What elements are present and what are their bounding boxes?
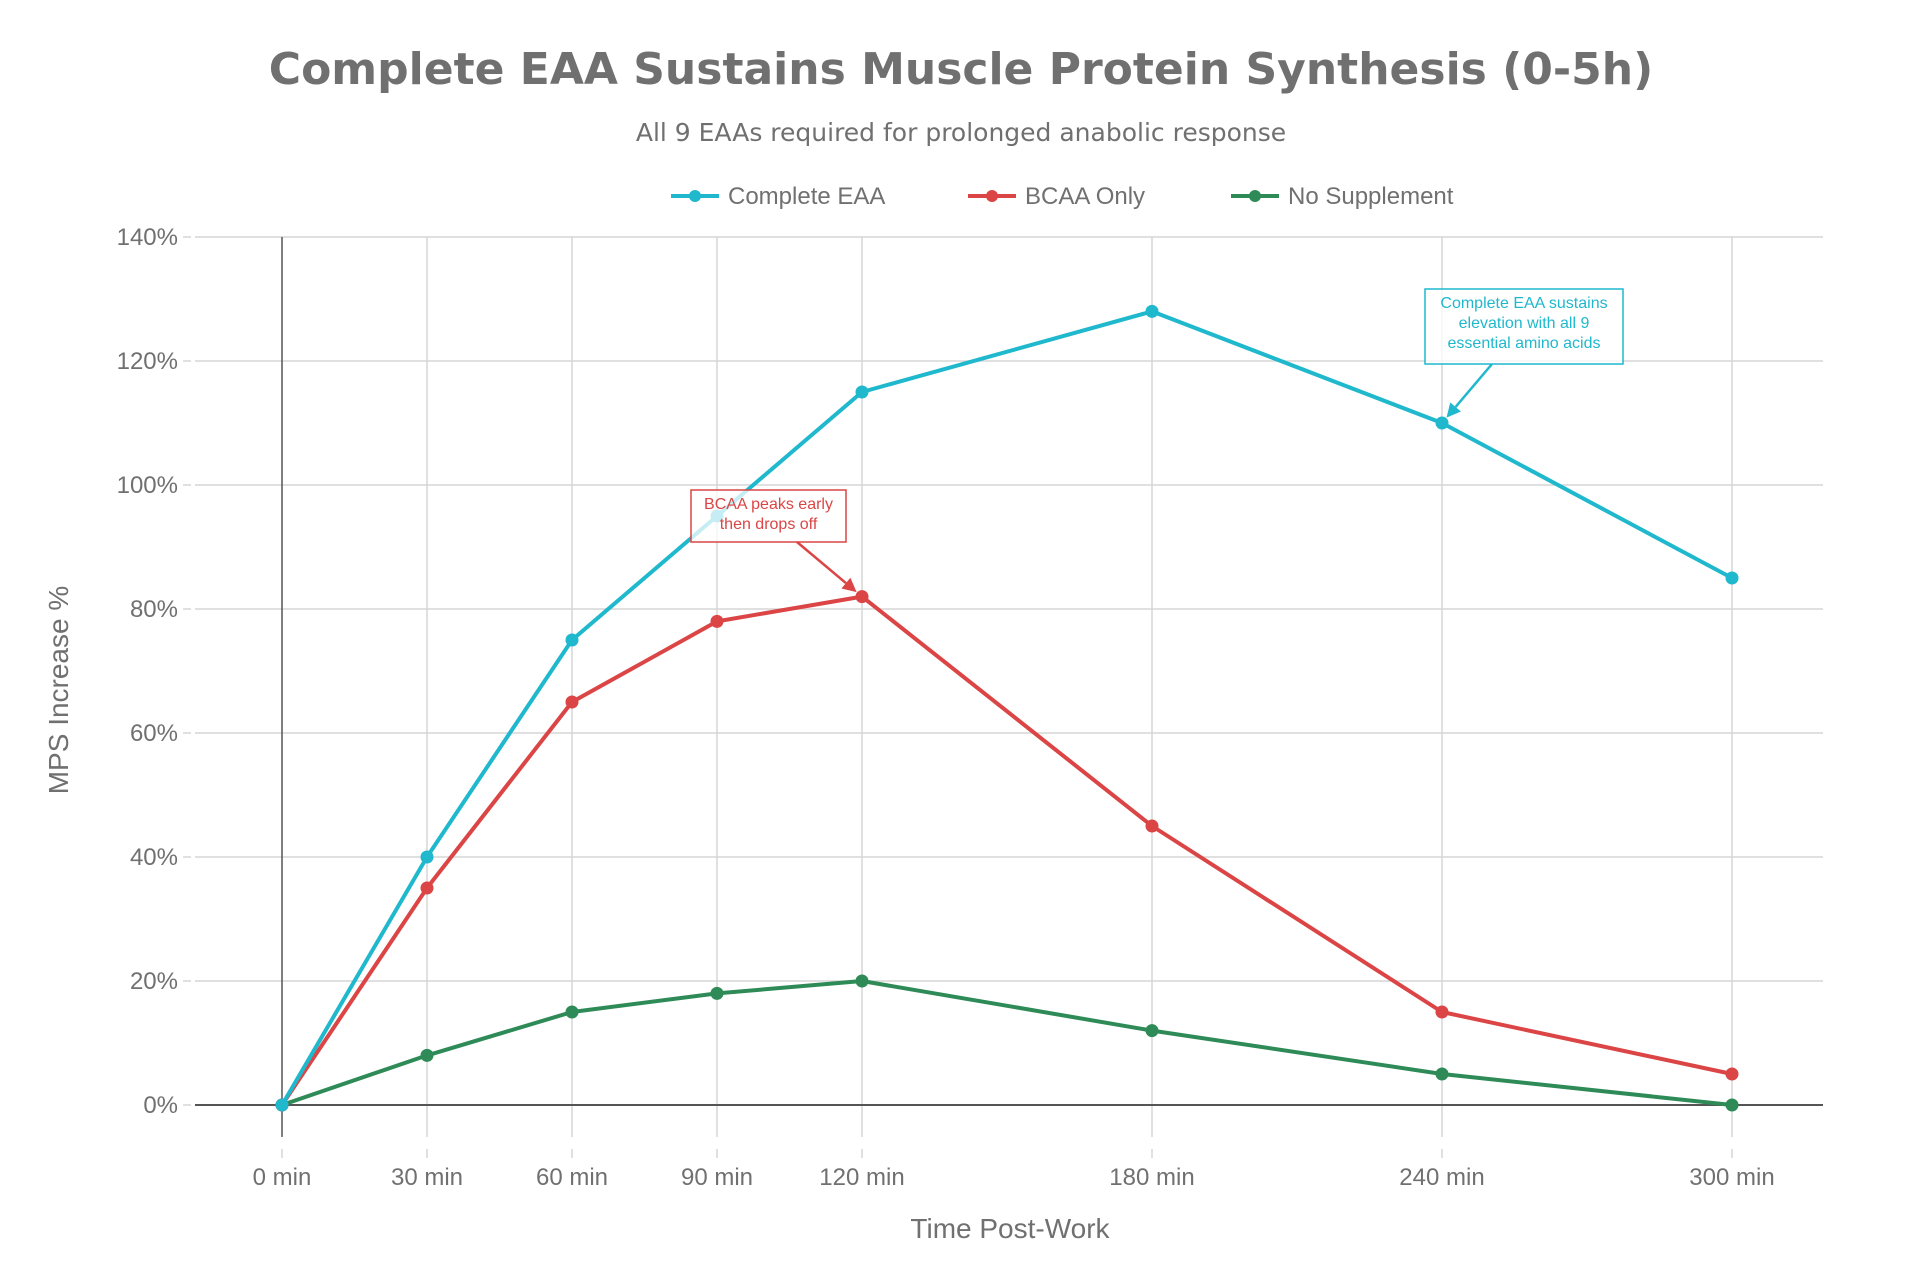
annotation-text: then drops off <box>720 516 818 533</box>
annotation-box <box>690 489 847 543</box>
y-axis-title: MPS Increase % <box>43 586 74 795</box>
data-point <box>565 633 579 647</box>
y-tick-label: 140% <box>117 224 178 251</box>
x-tick-label: 90 min <box>681 1164 753 1191</box>
data-point <box>855 974 869 988</box>
x-tick-label: 300 min <box>1689 1164 1774 1191</box>
data-point <box>420 881 434 895</box>
annotation-text: elevation with all 9 <box>1459 315 1590 332</box>
y-tick-label: 60% <box>130 720 178 747</box>
legend-item: BCAA Only <box>968 183 1145 210</box>
y-tick-label: 80% <box>130 596 178 623</box>
data-point <box>710 614 724 628</box>
data-point <box>855 590 869 604</box>
annotation-box <box>1424 288 1624 365</box>
x-tick-label: 0 min <box>253 1164 312 1191</box>
y-tick-label: 120% <box>117 348 178 375</box>
data-point <box>1435 416 1449 430</box>
data-point <box>420 1048 434 1062</box>
x-axis-title: Time Post-Work <box>910 1213 1110 1244</box>
legend-item: No Supplement <box>1231 183 1454 210</box>
legend-swatch-marker <box>986 190 998 202</box>
x-tick-label: 30 min <box>391 1164 463 1191</box>
series-layer <box>275 304 1739 1112</box>
data-point <box>1725 1067 1739 1081</box>
annotation-arrow-line <box>796 541 847 585</box>
annotation: BCAA peaks early then drops off <box>690 489 857 593</box>
series-complete-eaa <box>275 304 1739 1112</box>
data-point <box>1145 819 1159 833</box>
x-tick-label: 120 min <box>819 1164 904 1191</box>
series-line <box>281 979 1733 1107</box>
annotations: BCAA peaks early then drops off Complete E… <box>690 288 1624 593</box>
annotation-arrow-line <box>1454 363 1493 408</box>
data-point <box>1145 1024 1159 1038</box>
data-point <box>855 385 869 399</box>
legend-label: No Supplement <box>1288 183 1454 210</box>
chart-subtitle: All 9 EAAs required for prolonged anabol… <box>636 118 1286 147</box>
x-tick-label: 240 min <box>1399 1164 1484 1191</box>
annotation-text: BCAA peaks early <box>704 496 833 513</box>
legend-label: BCAA Only <box>1025 183 1145 210</box>
data-point <box>1725 1098 1739 1112</box>
grid <box>195 236 1823 1137</box>
data-point <box>710 986 724 1000</box>
data-point <box>1435 1005 1449 1019</box>
chart-title: Complete EAA Sustains Muscle Protein Syn… <box>269 44 1653 95</box>
legend-swatch-marker <box>689 190 701 202</box>
legend-swatch-marker <box>1249 190 1261 202</box>
series-line <box>280 594 1733 1107</box>
data-point <box>565 1005 579 1019</box>
x-tick-label: 60 min <box>536 1164 608 1191</box>
y-tick-label: 100% <box>117 472 178 499</box>
legend-label: Complete EAA <box>728 183 885 210</box>
data-point <box>1435 1067 1449 1081</box>
y-tick-label: 20% <box>130 968 178 995</box>
data-point <box>1145 304 1159 318</box>
annotation: Complete EAA sustains elevation with all … <box>1424 288 1624 418</box>
annotation-arrowhead <box>841 577 857 593</box>
axes: 0% 20% 40% 60% 80% 100% 120% 140% 0 min 30 min 60 … <box>117 224 1823 1191</box>
series-no-supplement <box>275 974 1739 1112</box>
data-point <box>565 695 579 709</box>
data-point <box>420 850 434 864</box>
legend-item: Complete EAA <box>671 183 885 210</box>
annotation-text: Complete EAA sustains <box>1440 295 1607 312</box>
annotation-text: essential amino acids <box>1448 335 1601 352</box>
series-line <box>280 309 1733 1107</box>
legend: Complete EAA BCAA Only No Supplement <box>671 183 1454 210</box>
annotation-arrowhead <box>1446 402 1461 418</box>
data-point <box>275 1098 289 1112</box>
data-point <box>1725 571 1739 585</box>
y-tick-label: 40% <box>130 844 178 871</box>
x-tick-label: 180 min <box>1109 1164 1194 1191</box>
y-tick-label: 0% <box>143 1092 178 1119</box>
